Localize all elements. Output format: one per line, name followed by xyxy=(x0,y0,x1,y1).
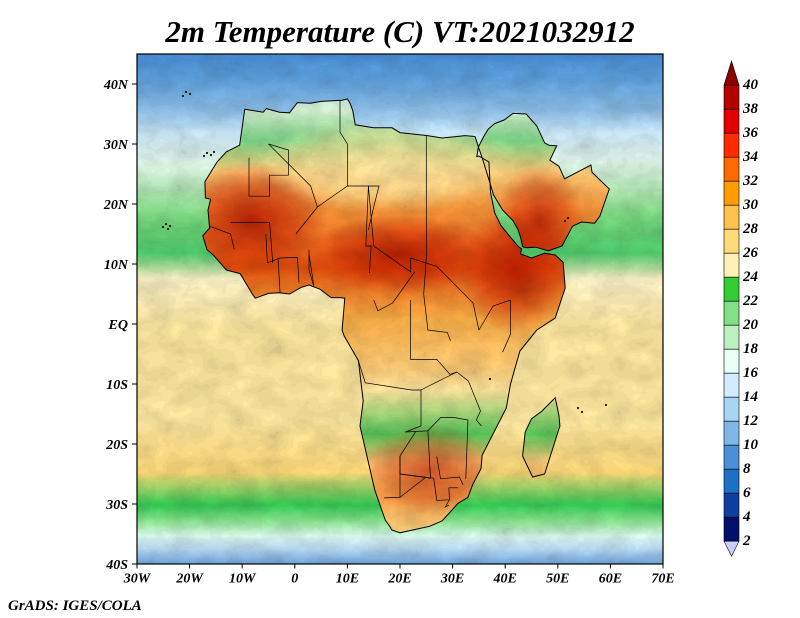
svg-text:30E: 30E xyxy=(440,572,464,587)
svg-text:24: 24 xyxy=(742,269,759,285)
svg-text:38: 38 xyxy=(742,101,759,117)
svg-text:20N: 20N xyxy=(103,198,129,213)
svg-text:10: 10 xyxy=(743,437,759,453)
svg-text:40S: 40S xyxy=(105,558,128,573)
svg-text:70E: 70E xyxy=(651,572,674,587)
svg-text:40E: 40E xyxy=(493,572,517,587)
svg-text:32: 32 xyxy=(742,173,759,189)
svg-text:20S: 20S xyxy=(105,438,128,453)
svg-text:50E: 50E xyxy=(546,572,569,587)
svg-text:6: 6 xyxy=(743,485,751,501)
svg-text:22: 22 xyxy=(742,293,759,309)
svg-text:30: 30 xyxy=(742,197,759,213)
svg-text:14: 14 xyxy=(743,389,759,405)
svg-text:30W: 30W xyxy=(123,572,152,587)
svg-text:26: 26 xyxy=(742,245,759,261)
svg-text:4: 4 xyxy=(742,509,751,525)
svg-text:2: 2 xyxy=(742,533,751,549)
svg-text:40N: 40N xyxy=(103,78,129,93)
svg-text:10N: 10N xyxy=(104,258,129,273)
svg-text:30N: 30N xyxy=(103,138,129,153)
svg-text:10S: 10S xyxy=(106,378,128,393)
svg-text:EQ: EQ xyxy=(108,318,128,333)
svg-text:10E: 10E xyxy=(336,572,359,587)
svg-text:16: 16 xyxy=(743,365,759,381)
svg-text:GrADS: IGES/COLA: GrADS: IGES/COLA xyxy=(8,598,142,614)
svg-text:0: 0 xyxy=(291,572,298,587)
svg-text:20: 20 xyxy=(742,317,759,333)
svg-text:60E: 60E xyxy=(599,572,622,587)
svg-text:40: 40 xyxy=(742,77,759,93)
svg-text:34: 34 xyxy=(742,149,759,165)
svg-text:20E: 20E xyxy=(387,572,411,587)
svg-text:30S: 30S xyxy=(105,498,128,513)
svg-text:8: 8 xyxy=(743,461,751,477)
svg-text:28: 28 xyxy=(742,221,759,237)
svg-text:20W: 20W xyxy=(175,572,204,587)
svg-text:12: 12 xyxy=(743,413,759,429)
svg-text:36: 36 xyxy=(742,125,759,141)
svg-text:10W: 10W xyxy=(229,572,257,587)
svg-text:18: 18 xyxy=(743,341,759,357)
